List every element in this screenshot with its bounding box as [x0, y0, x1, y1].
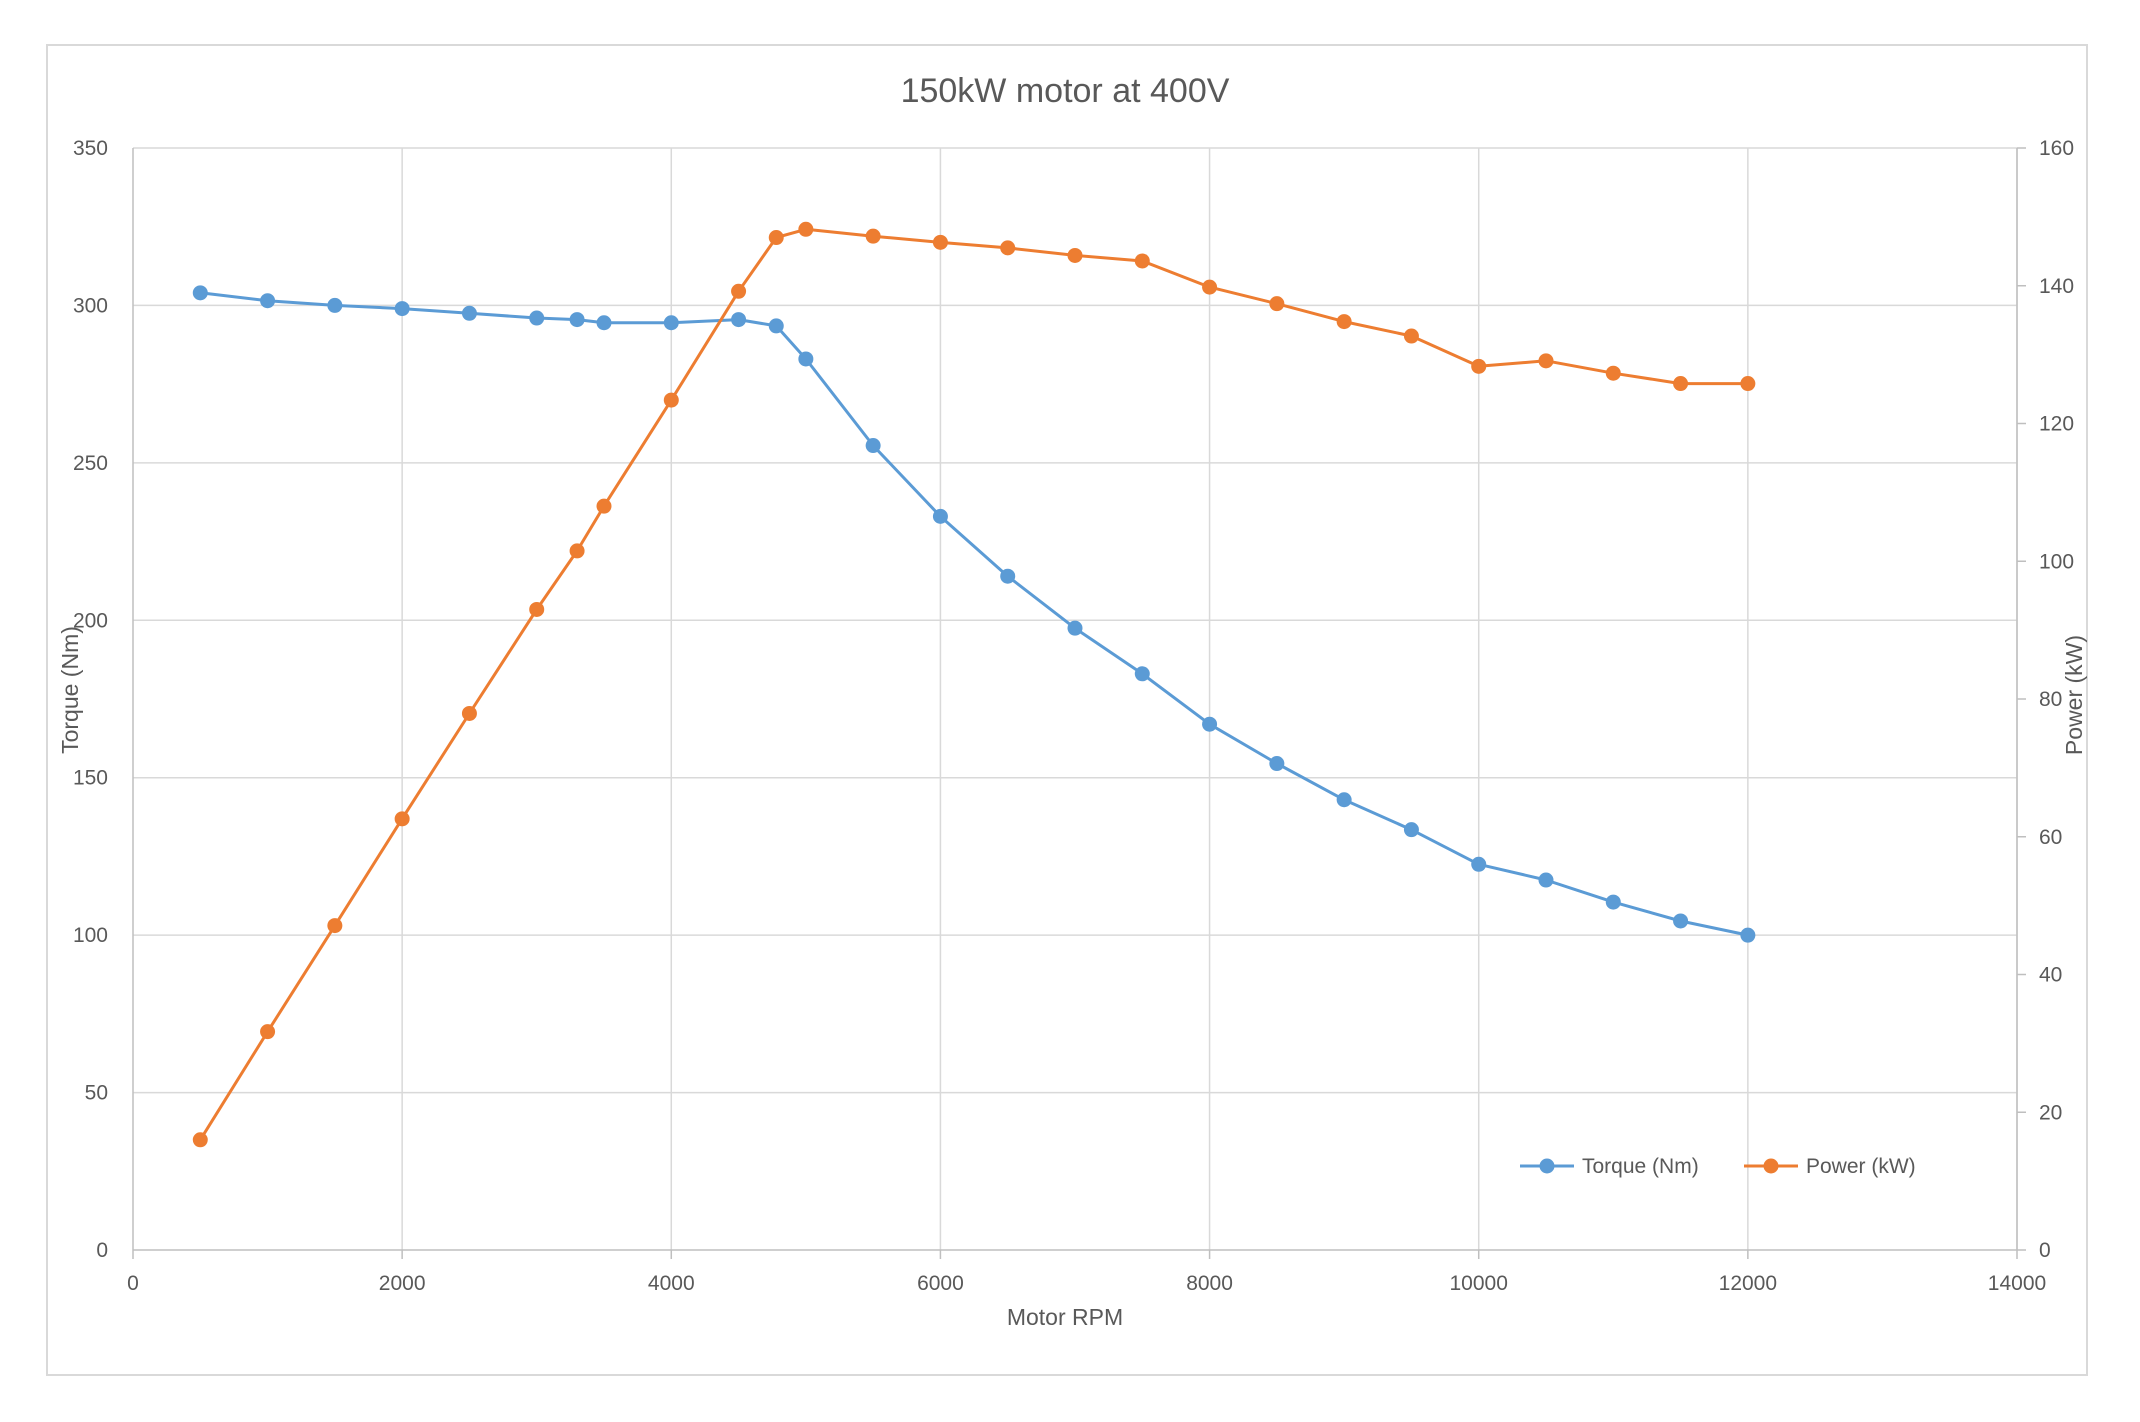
torque-data-point	[529, 310, 545, 326]
torque-data-point	[663, 315, 679, 331]
power-data-point	[865, 228, 881, 244]
series-layer	[192, 221, 1756, 1148]
power-data-point	[1269, 296, 1285, 312]
torque-data-point	[394, 301, 410, 317]
legend-power-marker	[1763, 1158, 1779, 1174]
x-tick-label: 12000	[1719, 1272, 1777, 1295]
torque-data-point	[327, 297, 343, 313]
power-data-point	[1605, 365, 1621, 381]
y-tick-label: 250	[73, 452, 108, 475]
x-tick-label: 4000	[648, 1272, 695, 1295]
power-data-point	[1673, 376, 1689, 392]
torque-data-point	[192, 285, 208, 301]
legend: Torque (Nm) Power (kW)	[1520, 1155, 1916, 1178]
power-data-point	[1336, 314, 1352, 330]
y-tick-label: 0	[96, 1239, 108, 1262]
power-data-point	[1538, 353, 1554, 369]
y-tick-label: 50	[85, 1082, 108, 1105]
x-tick-label: 2000	[379, 1272, 426, 1295]
y2-tick-label: 80	[2039, 688, 2062, 711]
legend-power-label: Power (kW)	[1806, 1155, 1916, 1178]
y-tick-label: 350	[73, 137, 108, 160]
y2-tick-label: 40	[2039, 964, 2062, 987]
torque-data-point	[1403, 822, 1419, 838]
x-tick-label: 8000	[1186, 1272, 1233, 1295]
torque-data-point	[596, 315, 612, 331]
power-data-point	[768, 230, 784, 246]
x-axis-title: Motor RPM	[1007, 1304, 1123, 1330]
y-tick-label: 100	[73, 924, 108, 947]
torque-data-point	[1673, 913, 1689, 929]
torque-data-point	[1740, 927, 1756, 943]
y-tick-label: 150	[73, 767, 108, 790]
power-data-point	[461, 705, 477, 721]
torque-data-point	[1202, 716, 1218, 732]
power-data-point	[731, 283, 747, 299]
power-data-point	[663, 392, 679, 408]
x-tick-label: 0	[127, 1272, 139, 1295]
power-series-line	[199, 227, 1748, 1141]
torque-data-point	[1336, 792, 1352, 808]
torque-data-point	[865, 438, 881, 454]
power-data-point	[1000, 240, 1016, 256]
x-tick-label: 6000	[917, 1272, 964, 1295]
power-data-point	[260, 1024, 276, 1040]
y2-tick-label: 60	[2039, 826, 2062, 849]
torque-data-point	[1067, 620, 1083, 636]
chart-title: 150kW motor at 400V	[901, 72, 1230, 110]
torque-data-point	[798, 351, 814, 367]
torque-data-point	[1605, 894, 1621, 910]
legend-torque-marker	[1539, 1158, 1555, 1174]
y2-tick-label: 120	[2039, 413, 2074, 436]
power-data-point	[1471, 358, 1487, 374]
power-data-point	[327, 918, 343, 934]
y2-tick-label: 140	[2039, 275, 2074, 298]
y2-tick-label: 160	[2039, 137, 2074, 160]
power-data-point	[596, 498, 612, 514]
power-data-point	[1740, 376, 1756, 392]
torque-data-point	[569, 312, 585, 328]
torque-data-point	[932, 508, 948, 524]
power-data-point	[394, 811, 410, 827]
x-tick-label: 10000	[1450, 1272, 1508, 1295]
x-tick-label: 14000	[1988, 1272, 2046, 1295]
grid-layer	[133, 147, 2018, 1250]
power-data-point	[932, 234, 948, 250]
power-data-point	[1202, 279, 1218, 295]
power-data-point	[1067, 247, 1083, 263]
power-data-point	[192, 1132, 208, 1148]
torque-data-point	[1538, 872, 1554, 888]
torque-data-point	[1134, 666, 1150, 682]
power-data-point	[569, 543, 585, 559]
y-tick-label: 200	[73, 609, 108, 632]
legend-torque-label: Torque (Nm)	[1582, 1155, 1699, 1178]
torque-data-point	[461, 305, 477, 321]
power-data-point	[529, 601, 545, 617]
torque-data-point	[1471, 856, 1487, 872]
y2-tick-label: 0	[2039, 1239, 2051, 1262]
torque-data-point	[1000, 568, 1016, 584]
y2-tick-label: 20	[2039, 1101, 2062, 1124]
y-axis-title: Torque (Nm)	[57, 626, 83, 754]
torque-data-point	[731, 312, 747, 328]
torque-data-point	[1269, 756, 1285, 772]
axes-layer: 0 2000 4000 6000 8000 10000 12000 1400005010015…	[73, 137, 2074, 1295]
y-tick-label: 300	[73, 294, 108, 317]
power-data-point	[1403, 328, 1419, 344]
power-data-point	[798, 221, 814, 237]
power-data-point	[1134, 253, 1150, 269]
y2-axis-title: Power (kW)	[2061, 635, 2087, 755]
torque-series-line	[200, 291, 1749, 937]
torque-data-point	[768, 318, 784, 334]
torque-data-point	[260, 293, 276, 309]
y2-tick-label: 100	[2039, 550, 2074, 573]
